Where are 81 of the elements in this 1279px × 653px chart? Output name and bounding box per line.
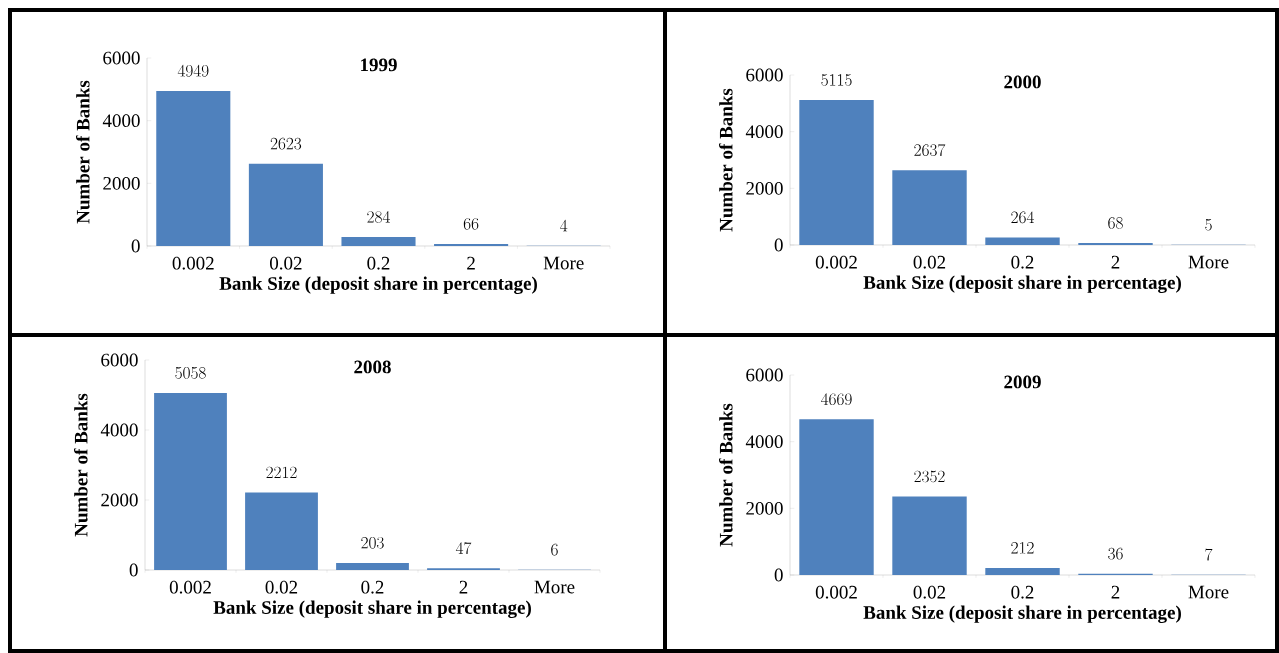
y-tick-label: 4000 <box>745 125 783 139</box>
bar <box>336 562 409 570</box>
data-label: 2352 <box>914 470 945 483</box>
data-label: 2637 <box>914 144 946 157</box>
x-tick-label: More <box>534 580 575 594</box>
y-tick-label: 2000 <box>101 493 138 507</box>
y-tick-label: 2000 <box>746 501 783 515</box>
chart-title: 2000 <box>1004 75 1041 89</box>
bar <box>799 100 874 245</box>
x-axis-title: Bank Size (deposit share in percentage) <box>863 275 1181 293</box>
x-axis-title: Bank Size (deposit share in percentage) <box>213 600 531 618</box>
y-tick-label: 0 <box>774 568 783 582</box>
x-tick-label: 0.02 <box>913 585 946 599</box>
x-tick-label: 0.2 <box>367 256 390 270</box>
y-tick-label: 6000 <box>746 68 783 82</box>
y-tick-label: 6000 <box>103 51 140 65</box>
y-tick-label: 0 <box>131 239 140 253</box>
data-label: 5058 <box>175 367 206 379</box>
chart-title: 2009 <box>1004 375 1041 389</box>
data-label: 68 <box>1108 217 1123 229</box>
x-tick-label: 0.2 <box>361 580 384 594</box>
chart-title: 2008 <box>354 360 391 374</box>
bar <box>245 492 318 570</box>
data-label: 4 <box>560 219 568 232</box>
bar <box>799 419 874 575</box>
x-tick-label: 2 <box>1111 585 1120 599</box>
data-label: 7 <box>1205 548 1213 561</box>
bar <box>341 237 416 246</box>
x-axis-title: Bank Size (deposit share in percentage) <box>863 605 1181 623</box>
data-label: 6 <box>551 543 558 556</box>
data-label: 4949 <box>177 64 209 77</box>
x-tick-label: 0.002 <box>169 580 211 594</box>
data-label: 47 <box>455 542 472 555</box>
data-label: 4669 <box>821 393 852 406</box>
x-tick-label: 0.002 <box>815 585 857 599</box>
bar <box>434 243 509 246</box>
x-tick-label: 0.2 <box>1011 585 1034 599</box>
y-tick-label: 4000 <box>100 423 138 437</box>
x-tick-label: 0.002 <box>815 255 857 269</box>
y-axis-title: Number of Banks <box>719 88 733 232</box>
x-tick-label: 0.02 <box>270 256 302 270</box>
bar <box>985 567 1060 575</box>
data-label: 212 <box>1011 541 1034 554</box>
bar <box>892 496 967 575</box>
data-label: 284 <box>367 211 391 223</box>
x-tick-label: More <box>543 256 584 270</box>
x-axis-title: Bank Size (deposit share in percentage) <box>219 276 537 294</box>
data-label: 5115 <box>821 74 852 86</box>
y-tick-label: 0 <box>774 238 783 252</box>
bar <box>892 170 967 245</box>
x-tick-label: 2 <box>467 256 475 270</box>
y-tick-label: 2000 <box>746 181 783 195</box>
data-label: 36 <box>1108 547 1123 560</box>
data-label: 2623 <box>270 137 302 150</box>
x-tick-label: More <box>1188 585 1229 599</box>
y-axis-title: Number of Banks <box>719 403 733 547</box>
y-tick-label: 6000 <box>746 368 783 382</box>
chart-title: 1999 <box>361 58 397 72</box>
y-axis-title: Number of Banks <box>73 393 88 537</box>
bar <box>156 90 231 246</box>
y-tick-label: 4000 <box>745 435 783 449</box>
x-tick-label: 0.02 <box>265 580 298 594</box>
data-label: 5 <box>1205 218 1212 231</box>
data-label: 66 <box>463 217 479 230</box>
bar <box>985 237 1060 245</box>
x-tick-label: More <box>1188 255 1229 269</box>
y-tick-label: 4000 <box>102 114 140 128</box>
data-label: 203 <box>361 536 384 549</box>
x-tick-label: 2 <box>459 580 468 594</box>
x-tick-label: 2 <box>1111 255 1120 269</box>
y-axis-title: Number of Banks <box>75 80 90 224</box>
y-tick-label: 6000 <box>101 353 138 367</box>
x-tick-label: 0.002 <box>172 256 214 270</box>
y-tick-label: 0 <box>129 563 138 577</box>
y-tick-label: 2000 <box>103 176 140 190</box>
x-tick-label: 0.2 <box>1011 255 1034 269</box>
x-tick-label: 0.02 <box>913 255 946 269</box>
bar <box>154 392 227 570</box>
bar <box>248 163 323 246</box>
data-label: 2212 <box>266 466 297 479</box>
data-label: 264 <box>1011 211 1035 224</box>
